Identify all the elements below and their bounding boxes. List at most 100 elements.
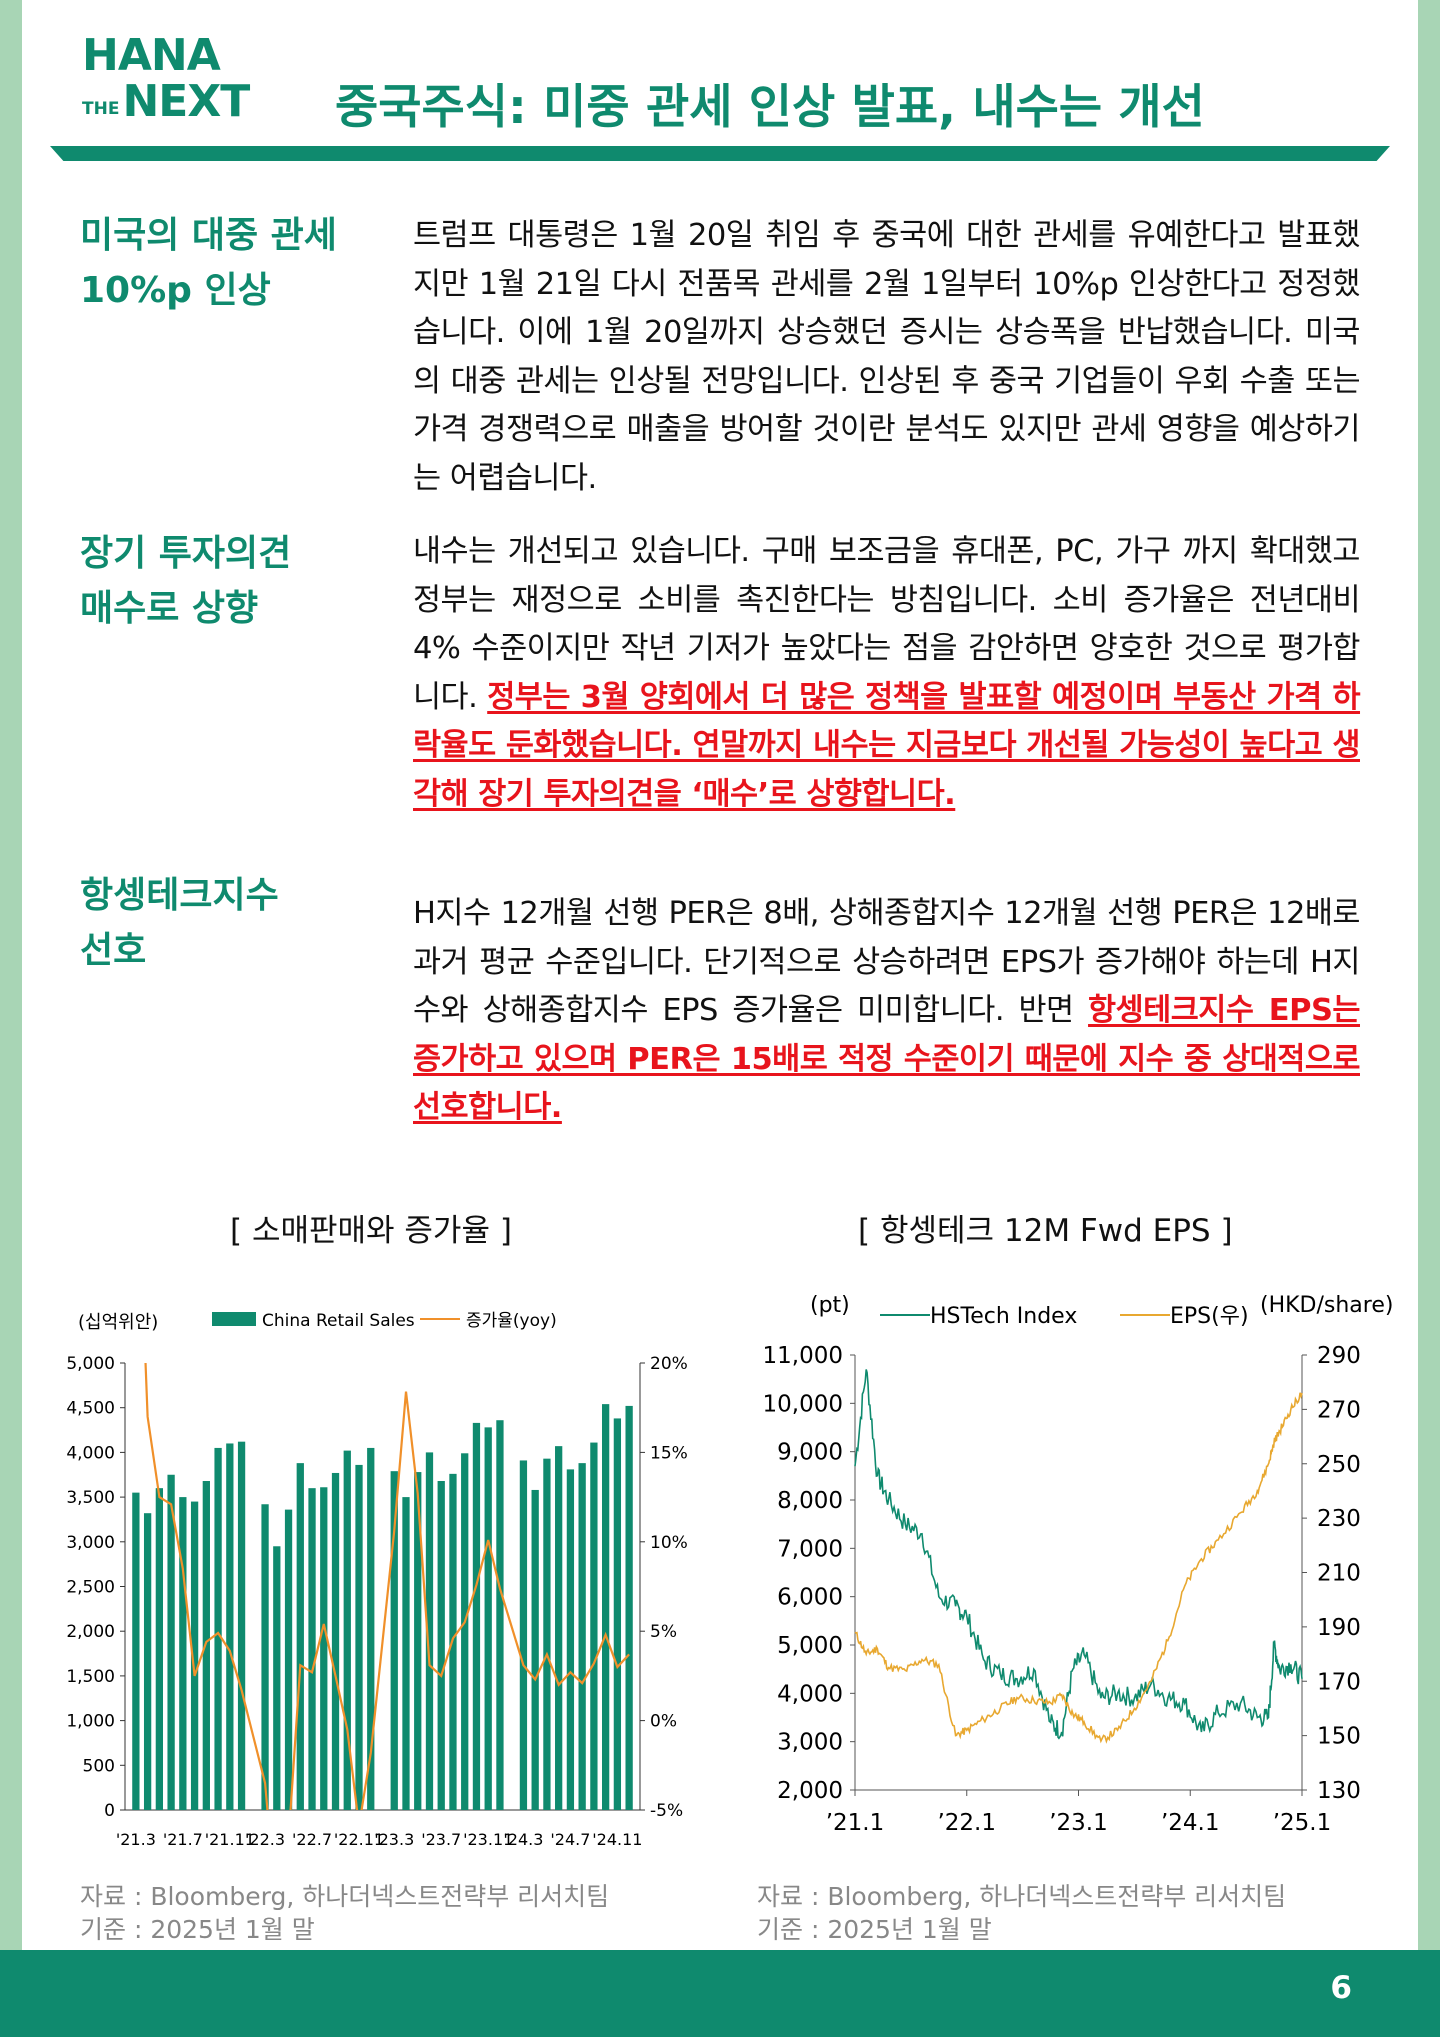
left-tick-label: 9,000 (777, 1440, 843, 1466)
x-tick-label: '23.7 (421, 1830, 461, 1849)
left-tick-label: 4,500 (66, 1399, 115, 1419)
x-tick-label: ’21.1 (826, 1810, 885, 1836)
left-tick-label: 500 (83, 1756, 115, 1776)
left-tick-label: 2,000 (66, 1622, 115, 1642)
left-tick-label: 3,000 (777, 1730, 843, 1756)
bar (625, 1405, 633, 1810)
legend-swatch-bars (212, 1312, 256, 1326)
right-tick-label: 270 (1317, 1397, 1361, 1423)
bar (296, 1463, 304, 1810)
legend-label-line: 증가율(yoy) (466, 1311, 557, 1331)
bar (425, 1452, 434, 1810)
x-tick-label: '21.11 (205, 1830, 255, 1849)
legend-label-bars: China Retail Sales (262, 1311, 415, 1331)
bar (437, 1481, 445, 1810)
right-tick-label: 0% (650, 1712, 677, 1732)
section-label-hstech: 항셍테크지수 선호 (80, 875, 279, 971)
bar (202, 1481, 210, 1810)
left-axis-unit: (pt) (810, 1293, 850, 1318)
bar (601, 1404, 610, 1810)
section-label-tariff: 미국의 대중 관세 10%p 인상 (80, 215, 337, 311)
page-title: 중국주식: 미중 관세 인상 발표, 내수는 개선 (335, 80, 1205, 135)
bar (343, 1450, 351, 1810)
bar (531, 1489, 539, 1810)
section-label-upgrade: 장기 투자의견 매수로 상향 (80, 533, 292, 629)
right-tick-label: 190 (1317, 1615, 1361, 1641)
x-tick-label: '21.7 (163, 1830, 203, 1849)
bar (132, 1492, 140, 1810)
bar (461, 1453, 469, 1810)
x-tick-label: ’24.1 (1161, 1810, 1220, 1836)
left-tick-label: 0 (104, 1801, 115, 1821)
left-tick-label: 10,000 (763, 1391, 843, 1417)
x-tick-label: '24.7 (550, 1830, 590, 1849)
left-tick-label: 5,000 (777, 1633, 843, 1659)
right-tick-label: 170 (1317, 1669, 1361, 1695)
hstech-eps-chart: (pt) HSTech Index EPS(우) (HKD/share) 11,000 1… (763, 1293, 1394, 1836)
bar (179, 1497, 187, 1810)
bar (226, 1443, 234, 1810)
bar (143, 1513, 152, 1810)
bar (414, 1472, 422, 1810)
right-tick-label: 230 (1317, 1506, 1361, 1532)
right-axis-unit: (HKD/share) (1260, 1293, 1393, 1318)
bar (190, 1501, 199, 1810)
bar (578, 1463, 586, 1810)
x-tick-label: '23.3 (374, 1830, 414, 1849)
bar (261, 1504, 269, 1810)
bar (402, 1497, 410, 1810)
left-tick-label: 5,000 (66, 1354, 115, 1374)
left-tick-label: 3,500 (66, 1488, 115, 1508)
x-tick-label: '24.11 (592, 1830, 642, 1849)
footer-bar (0, 1950, 1440, 2037)
right-tick-label: 290 (1317, 1343, 1361, 1369)
bar (543, 1458, 551, 1810)
left-tick-label: 2,000 (777, 1778, 843, 1804)
eps-line (854, 1392, 1303, 1744)
x-tick-label: ’25.1 (1273, 1810, 1332, 1836)
source-note-left: 자료 : Bloomberg, 하나더넥스트전략부 리서치팀 기준 : 2025… (80, 1882, 610, 1944)
left-axis-unit: (십억위안) (78, 1312, 158, 1333)
x-tick-label: '21.3 (116, 1830, 156, 1849)
x-tick-label: '22.7 (292, 1830, 332, 1849)
bar (214, 1447, 222, 1810)
left-tick-label: 1,500 (66, 1667, 115, 1687)
bar (484, 1427, 492, 1810)
bar (566, 1469, 575, 1810)
bar (155, 1488, 164, 1810)
left-tick-label: 3,000 (66, 1533, 115, 1553)
bar (355, 1464, 363, 1810)
title-rule (50, 146, 1390, 161)
left-tick-label: 4,000 (777, 1681, 843, 1707)
right-tick-label: -5% (650, 1801, 683, 1821)
source-note-right: 자료 : Bloomberg, 하나더넥스트전략부 리서치팀 기준 : 2025… (757, 1882, 1287, 1944)
left-tick-label: 7,000 (777, 1536, 843, 1562)
bar (284, 1509, 293, 1810)
right-tick-label: 20% (650, 1354, 688, 1374)
right-tick-label: 15% (650, 1443, 688, 1463)
section-text-tariff: 트럼프 대통령은 1월 20일 취임 후 중국에 대한 관세를 유예한다고 발표… (413, 218, 1361, 496)
x-tick-label: '22.11 (334, 1830, 384, 1849)
x-tick-label: '24.3 (503, 1830, 543, 1849)
section-text-hstech: H지수 12개월 선행 PER은 8배, 상해종합지수 12개월 선행 PER은… (413, 896, 1361, 1125)
left-tick-label: 6,000 (777, 1585, 843, 1611)
section-text-upgrade: 내수는 개선되고 있습니다. 구매 보조금을 휴대폰, PC, 가구 까지 확대… (413, 534, 1361, 812)
chart-title-hstech: [ 항셍테크 12M Fwd EPS ] (858, 1213, 1233, 1249)
hana-the-next-logo: HANA THE NEXT (82, 30, 250, 127)
right-border (1418, 0, 1440, 2037)
bar (331, 1472, 340, 1810)
x-tick-label: ’23.1 (1049, 1810, 1108, 1836)
bar (273, 1546, 281, 1810)
left-tick-label: 4,000 (66, 1443, 115, 1463)
bar (367, 1447, 375, 1810)
bar (496, 1420, 504, 1810)
right-tick-label: 250 (1317, 1452, 1361, 1478)
bar (519, 1460, 528, 1810)
right-tick-label: 10% (650, 1533, 688, 1553)
x-tick-label: ’22.1 (937, 1810, 996, 1836)
right-tick-label: 210 (1317, 1561, 1361, 1587)
right-tick-label: 5% (650, 1622, 677, 1642)
right-tick-label: 150 (1317, 1724, 1361, 1750)
bar (613, 1418, 622, 1810)
left-tick-label: 8,000 (777, 1488, 843, 1514)
